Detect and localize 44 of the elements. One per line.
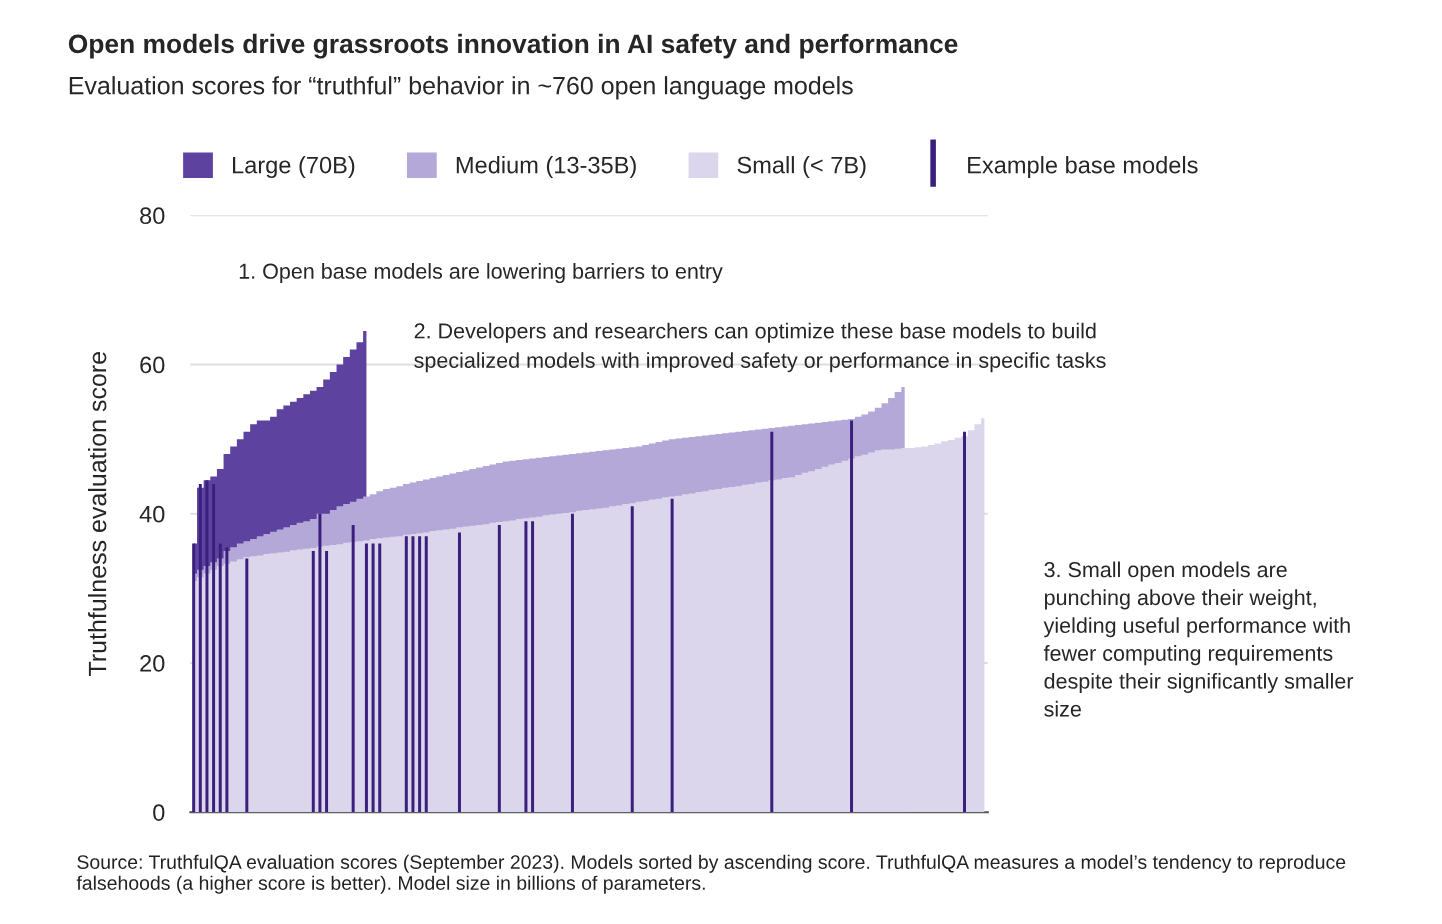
bar — [198, 483, 202, 813]
bar — [570, 513, 574, 813]
bar — [404, 536, 408, 813]
bar — [770, 431, 774, 813]
bar — [630, 506, 634, 813]
bar — [245, 558, 249, 813]
bar — [371, 543, 375, 813]
bar — [424, 536, 428, 813]
y-tick-label: 80 — [140, 207, 165, 225]
bar — [218, 543, 222, 813]
bar — [457, 532, 461, 813]
legend-label: Example base models — [968, 156, 1198, 179]
text: 3. Small open models are punching above their weight, yielding useful performance with fewer computing requirements despite their significantly smaller size — [1043, 561, 1354, 717]
bar — [531, 521, 535, 813]
bar — [311, 551, 315, 813]
bar — [212, 483, 216, 813]
legend-label: Large (70B) — [233, 156, 355, 179]
bar — [524, 521, 528, 813]
bar — [418, 536, 422, 813]
bar — [497, 524, 501, 813]
source-note: Source: TruthfulQA evaluation scores (September 2023). Models sorted by ascending score. TruthfulQA measures a model’s tendency to reproduce falsehoods (a higher score is better). Model size in billions of parameters. — [76, 854, 1346, 894]
annotation: 1. Open base models are lowering barriers to entry — [239, 263, 723, 284]
bar — [670, 498, 674, 813]
bar — [225, 547, 229, 813]
annotation: 2. Developers and researchers can optimize these base models to build specialized models with improved safety or performance in specific tasks — [414, 322, 1106, 373]
chart-title: Open models drive grassroots innovation in AI safety and performance — [68, 33, 958, 59]
bar — [351, 524, 355, 813]
y-tick-label: 60 — [140, 356, 165, 374]
bar — [378, 543, 382, 813]
y-tick-label: 20 — [140, 655, 165, 672]
bar — [205, 480, 209, 813]
y-tick-label: 0 — [153, 804, 165, 821]
bar — [411, 536, 415, 813]
bar — [364, 543, 368, 813]
y-axis-title: Truthfulness evaluation score — [88, 352, 107, 676]
legend-label: Small (< 7B) — [737, 156, 866, 179]
bar — [850, 420, 854, 813]
y-tick-label: 40 — [139, 505, 165, 523]
legend-label: Medium (13-35B) — [456, 156, 636, 179]
bar — [325, 551, 329, 813]
bar — [192, 543, 196, 813]
chart-subtitle: Evaluation scores for “truthful” behavior in ~760 open language models — [69, 76, 853, 100]
bar — [318, 513, 322, 813]
bar — [963, 431, 967, 813]
